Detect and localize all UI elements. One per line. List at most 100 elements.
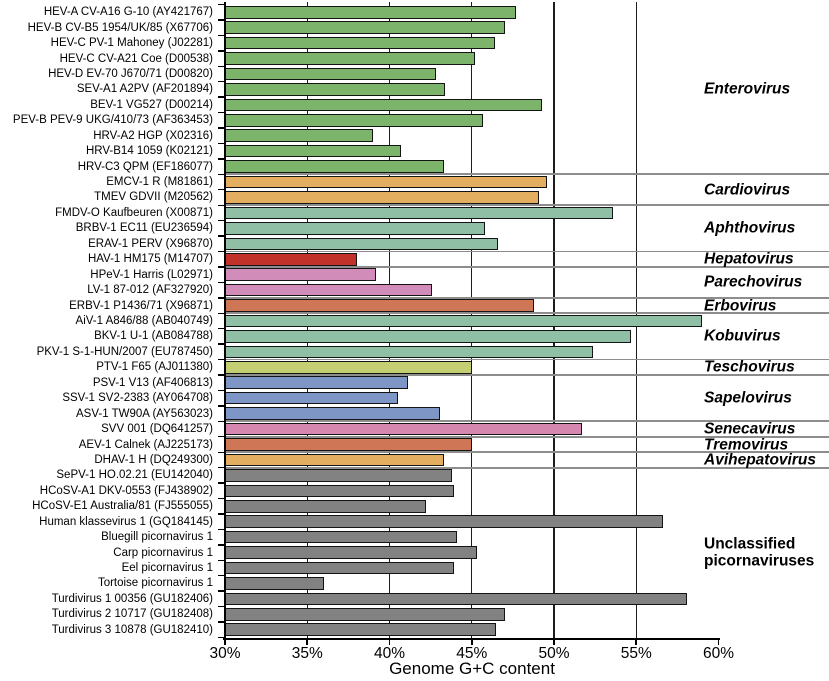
y-tick [218,173,224,176]
bar-label: TMEV GDVII (M20562) [94,191,213,204]
genus-label-enterovirus: Enterovirus [704,80,791,98]
x-tick-label-60: 60% [702,645,735,662]
y-tick [218,204,224,206]
bar-label: Turdivirus 2 10717 (GU182408) [51,608,213,621]
group-separator [224,451,829,454]
bar-label: LV-1 87-012 (AF327920) [87,284,213,297]
bar [225,546,477,559]
group-separator [224,250,829,253]
y-tick [218,142,224,145]
bar-label: AiV-1 A846/88 (AB040749) [75,315,213,327]
bar [225,499,426,513]
bar-label: HEV-B CV-B5 1954/UK/85 (X67706) [27,21,213,34]
y-tick [218,621,224,623]
bar-label: HAV-1 HM175 (M14707) [87,253,213,266]
y-tick [218,235,224,237]
y-tick [218,34,224,37]
y-tick [218,266,224,268]
bar [225,623,497,637]
bar-label: Bluegill picornavirus 1 [101,531,213,544]
bar-label: BRBV-1 EC11 (EU236594) [75,222,213,235]
bar-label: Eel picornavirus 1 [121,562,213,575]
y-tick [218,65,224,67]
bar [225,83,446,96]
y-tick [218,559,224,561]
bar [225,314,703,328]
bar-label: SSV-1 SV2-2383 (AY064708) [62,392,213,405]
y-tick [218,590,224,592]
y-tick [218,297,224,299]
bar-label: Turdivirus 1 00356 (GU182406) [51,592,213,605]
y-tick [218,482,224,484]
bar [225,407,441,420]
bar [225,592,688,606]
bar-label: PKV-1 S-1-HUN/2007 (EU787450) [36,345,213,358]
bar [225,561,454,575]
bar-label: PTV-1 F65 (AJ011380) [96,361,213,374]
bar-label: DHAV-1 H (DQ249300) [94,453,213,466]
bar [225,469,452,482]
bar [225,453,444,467]
bar-label: FMDV-O Kaufbeuren (X00871) [55,206,213,219]
y-tick [218,80,224,83]
bar [225,283,433,297]
bar-label: Turdivirus 3 10878 (GU182410) [51,623,213,636]
bar-label: ERBV-1 P1436/71 (X96871) [69,299,213,312]
bar [225,330,632,343]
y-tick [218,636,224,639]
genus-label-sapelovirus: Sapelovirus [704,389,792,407]
x-tick-label-55: 55% [620,645,652,662]
x-axis [223,637,720,640]
x-axis-title: Genome G+C content [389,659,555,678]
bar-label: HEV-C CV-A21 Coe (D00538) [59,52,213,65]
genus-label-kobuvirus: Kobuvirus [704,327,781,345]
group-separator [224,204,829,207]
group-separator [224,358,829,361]
bar-label: HEV-C PV-1 Mahoney (J02281) [50,37,213,50]
y-tick [218,528,224,531]
y-tick [218,312,224,314]
group-separator [224,374,829,376]
bar [225,52,476,65]
x-tick-50 [553,639,555,645]
y-tick [218,513,224,515]
y-tick [218,420,224,423]
x-tick-45 [470,639,473,645]
y-tick [218,343,224,345]
genus-label-senecavirus: Senecavirus [704,420,796,438]
y-tick [218,50,224,52]
genus-label-avihepatovirus: Avihepatovirus [704,451,816,469]
bar [225,113,484,127]
y-tick [218,374,224,376]
bar [225,67,436,81]
y-tick [218,358,224,361]
bar [225,144,401,158]
x-tick-label-30: 30% [209,645,241,662]
bar [225,36,495,50]
x-tick-label-40: 40% [373,645,406,662]
bar-label: HCoSV-A1 DKV-0553 (FJ438902) [39,484,213,497]
y-tick [218,281,224,284]
bar-label: ASV-1 TW90A (AY563023) [75,407,213,420]
group-separator [224,435,829,438]
x-tick-label-35: 35% [291,645,323,662]
bar-label: HRV-A2 HGP (X02316) [93,129,213,142]
x-tick-30 [224,639,226,645]
bar [225,391,398,405]
bar [225,98,543,112]
bar [225,252,357,266]
bar [225,191,540,204]
genus-label-parechovirus: Parechovirus [704,273,803,291]
y-tick [218,19,224,21]
bar [225,608,505,621]
genus-label-aphthovirus: Aphthovirus [704,219,796,237]
x-tick-35 [306,639,309,645]
bar [225,160,444,173]
bar-label: HRV-B14 1059 (K02121) [85,145,213,158]
bar-label: Carp picornavirus 1 [113,546,213,559]
genus-label-unclassified-picornaviruses: Unclassified picornaviruses [704,535,815,570]
y-tick [218,497,224,500]
bar-label: BEV-1 VG527 (D00214) [90,98,213,111]
bar-label: PSV-1 V13 (AF406813) [92,376,213,389]
x-tick-40 [388,639,391,645]
